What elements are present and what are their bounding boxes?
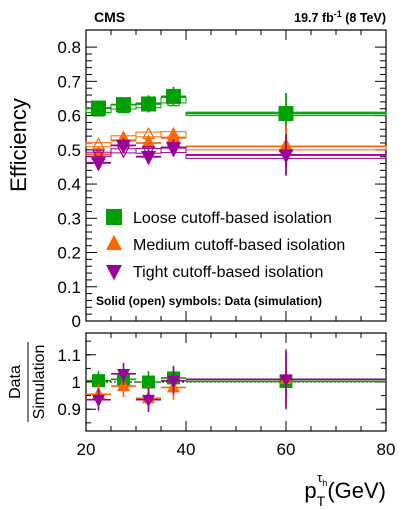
main-y-tick-label: 0.2 xyxy=(57,244,81,263)
main-y-tick-label: 0.1 xyxy=(57,278,81,297)
data-simulation-note: Solid (open) symbols: Data (simulation) xyxy=(96,294,322,308)
legend-label: Tight cutoff-based isolation xyxy=(133,264,323,281)
data-marker xyxy=(278,149,294,164)
ratio-x-tick-label: 80 xyxy=(377,440,396,459)
legend-label: Loose cutoff-based isolation xyxy=(133,210,332,227)
ratio-ylabel-denominator: Simulation xyxy=(31,345,48,420)
ratio-x-tick-label: 60 xyxy=(277,440,296,459)
data-marker xyxy=(116,97,131,113)
data-marker xyxy=(116,139,131,154)
ratio-marker xyxy=(92,374,105,388)
ratio-marker xyxy=(117,368,130,382)
luminosity-label: 19.7 fb-1 (8 TeV) xyxy=(294,9,386,25)
legend: Loose cutoff-based isolation Medium cutof… xyxy=(106,209,345,281)
data-marker xyxy=(166,142,181,157)
y-axis-label: Efficiency xyxy=(6,98,31,192)
ratio-x-tick-label: 40 xyxy=(177,440,196,459)
main-y-tick-label: 0.7 xyxy=(57,72,81,91)
data-marker xyxy=(141,134,156,149)
main-y-tick-label: 0.3 xyxy=(57,209,81,228)
main-x-ticks xyxy=(85,30,387,321)
data-marker xyxy=(91,157,106,172)
ratio-marker xyxy=(167,375,180,389)
ratio-x-axis: 20 40 60 80 xyxy=(77,333,396,459)
main-y-axis: 0 0.1 0.2 0.3 0.4 0.5 0.6 0.7 0.8 xyxy=(57,38,386,331)
main-panel: 0 0.1 0.2 0.3 0.4 0.5 0.6 0.7 0.8 CMS 19.7 fb-1 … xyxy=(6,9,387,331)
simulation-marker xyxy=(92,149,105,162)
ratio-y-axis-label: Data Simulation xyxy=(7,342,48,422)
main-y-tick-label: 0.4 xyxy=(57,175,81,194)
ratio-marker xyxy=(279,374,293,387)
ratio-y-tick-label: 1 xyxy=(72,373,81,392)
ratio-marker xyxy=(142,394,155,408)
experiment-label: CMS xyxy=(94,9,125,25)
legend-marker xyxy=(106,209,122,225)
data-marker xyxy=(166,129,181,144)
x-axis-label: pTτh(GeV) xyxy=(304,470,386,509)
ratio-x-tick-label: 20 xyxy=(77,440,96,459)
data-marker xyxy=(91,100,106,116)
ratio-y-tick-label: 1.1 xyxy=(57,346,81,365)
ratio-ylabel-numerator: Data xyxy=(7,365,24,399)
main-y-tick-label: 0 xyxy=(72,312,81,331)
main-y-tick-label: 0.8 xyxy=(57,38,81,57)
data-marker xyxy=(141,96,156,112)
main-y-tick-label: 0.6 xyxy=(57,107,81,126)
main-y-tick-label: 0.5 xyxy=(57,141,81,160)
simulation-band xyxy=(85,151,112,157)
ratio-marker xyxy=(117,378,130,391)
data-marker xyxy=(141,151,156,166)
legend-label: Medium cutoff-based isolation xyxy=(133,237,345,254)
ratio-data-marks xyxy=(86,349,386,412)
legend-marker xyxy=(106,234,122,250)
ratio-y-tick-label: 0.9 xyxy=(57,400,81,419)
data-marker xyxy=(166,88,181,104)
ratio-y-axis: 0.9 1 1.1 xyxy=(57,340,386,424)
ratio-marker xyxy=(92,394,105,408)
data-marker xyxy=(278,106,294,122)
main-data-marks xyxy=(85,86,387,176)
ratio-marker xyxy=(142,375,155,389)
legend-marker xyxy=(106,265,122,281)
ratio-panel: 0.9 1 1.1 20 40 60 80 Data Simulation pTτh(Ge… xyxy=(7,332,396,509)
